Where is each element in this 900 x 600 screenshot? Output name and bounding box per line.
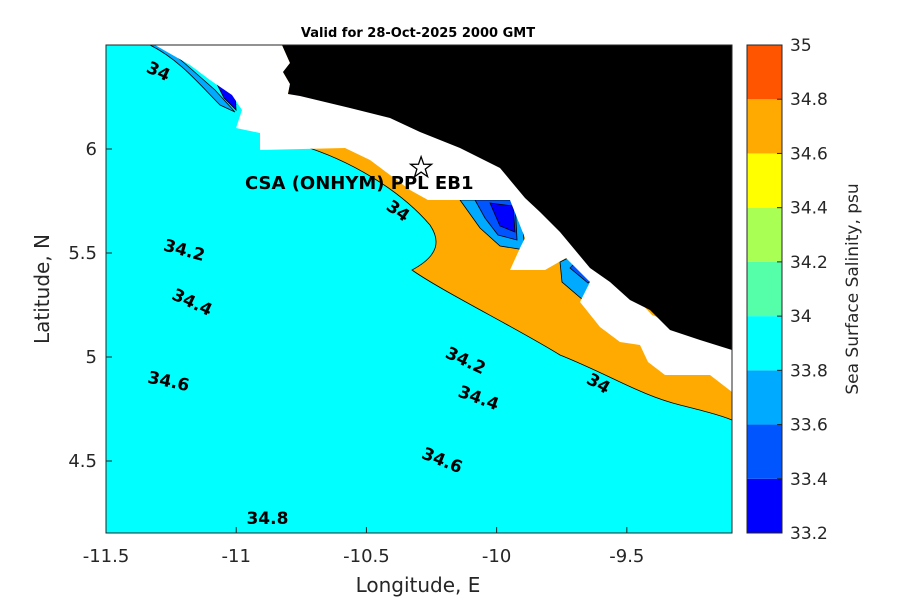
colorbar-tick-label: 34.2 bbox=[790, 253, 828, 273]
y-tick-label: 4.5 bbox=[68, 451, 97, 472]
band-33.2-33.4-nearshore-a bbox=[489, 202, 516, 233]
colorbar-tick-label: 33.8 bbox=[790, 361, 828, 381]
colorbar-segment bbox=[747, 153, 782, 208]
colorbar-label: Sea Surface Salinity, psu bbox=[843, 183, 863, 394]
site-label: CSA (ONHYM) PPL EB1 bbox=[245, 173, 473, 194]
chart-title: Valid for 28-Oct-2025 2000 GMT bbox=[301, 26, 535, 41]
band-33.6-33.8 bbox=[106, 45, 236, 113]
colorbar-segment bbox=[747, 99, 782, 154]
coastal-no-data-mask bbox=[155, 45, 732, 392]
y-axis-ticks: 4.5 5 5.5 6 bbox=[68, 139, 112, 472]
site-annotation: CSA (ONHYM) PPL EB1 bbox=[245, 154, 473, 194]
colorbar-tick-label: 33.2 bbox=[790, 524, 828, 544]
y-tick-label: 5.5 bbox=[68, 243, 97, 264]
y-tick-label: 6 bbox=[86, 139, 97, 160]
site-star-marker bbox=[408, 154, 434, 179]
colorbar-segment bbox=[747, 45, 782, 100]
colorbar: 33.2 33.4 33.6 33.8 34 34.2 34.4 34.6 34.8 35 bbox=[746, 36, 828, 544]
colorbar-segment bbox=[747, 316, 782, 371]
x-tick-label: -11 bbox=[222, 546, 251, 567]
y-tick-label: 5 bbox=[86, 347, 97, 368]
x-axis-ticks: -11.5 -11 -10.5 -10 -9.5 bbox=[83, 527, 644, 567]
colorbar-frame bbox=[746, 44, 783, 534]
colorbar-tick-label: 33.4 bbox=[790, 470, 828, 490]
y-axis-label: Latitude, N bbox=[30, 234, 54, 344]
x-axis-label: Longitude, E bbox=[356, 573, 481, 597]
x-tick-label: -11.5 bbox=[83, 546, 130, 567]
land-mass bbox=[282, 45, 732, 350]
colorbar-segment bbox=[747, 478, 782, 533]
x-tick-label: -10 bbox=[482, 546, 511, 567]
colorbar-tick-label: 34.6 bbox=[790, 144, 828, 164]
colorbar-segment bbox=[747, 261, 782, 317]
plot-frame bbox=[105, 44, 733, 534]
colorbar-tick-label: 34 bbox=[790, 307, 812, 327]
colorbar-segment bbox=[747, 207, 782, 262]
colorbar-tick-label: 34.8 bbox=[790, 90, 828, 110]
colorbar-tick-label: 35 bbox=[790, 36, 812, 56]
colorbar-tick-label: 33.6 bbox=[790, 416, 828, 436]
colorbar-tick-label: 34.4 bbox=[790, 199, 828, 219]
contour-label: 34.8 bbox=[246, 509, 288, 529]
colorbar-segment bbox=[747, 424, 782, 479]
x-tick-label: -9.5 bbox=[609, 546, 644, 567]
x-tick-label: -10.5 bbox=[343, 546, 390, 567]
colorbar-segment bbox=[747, 370, 782, 425]
